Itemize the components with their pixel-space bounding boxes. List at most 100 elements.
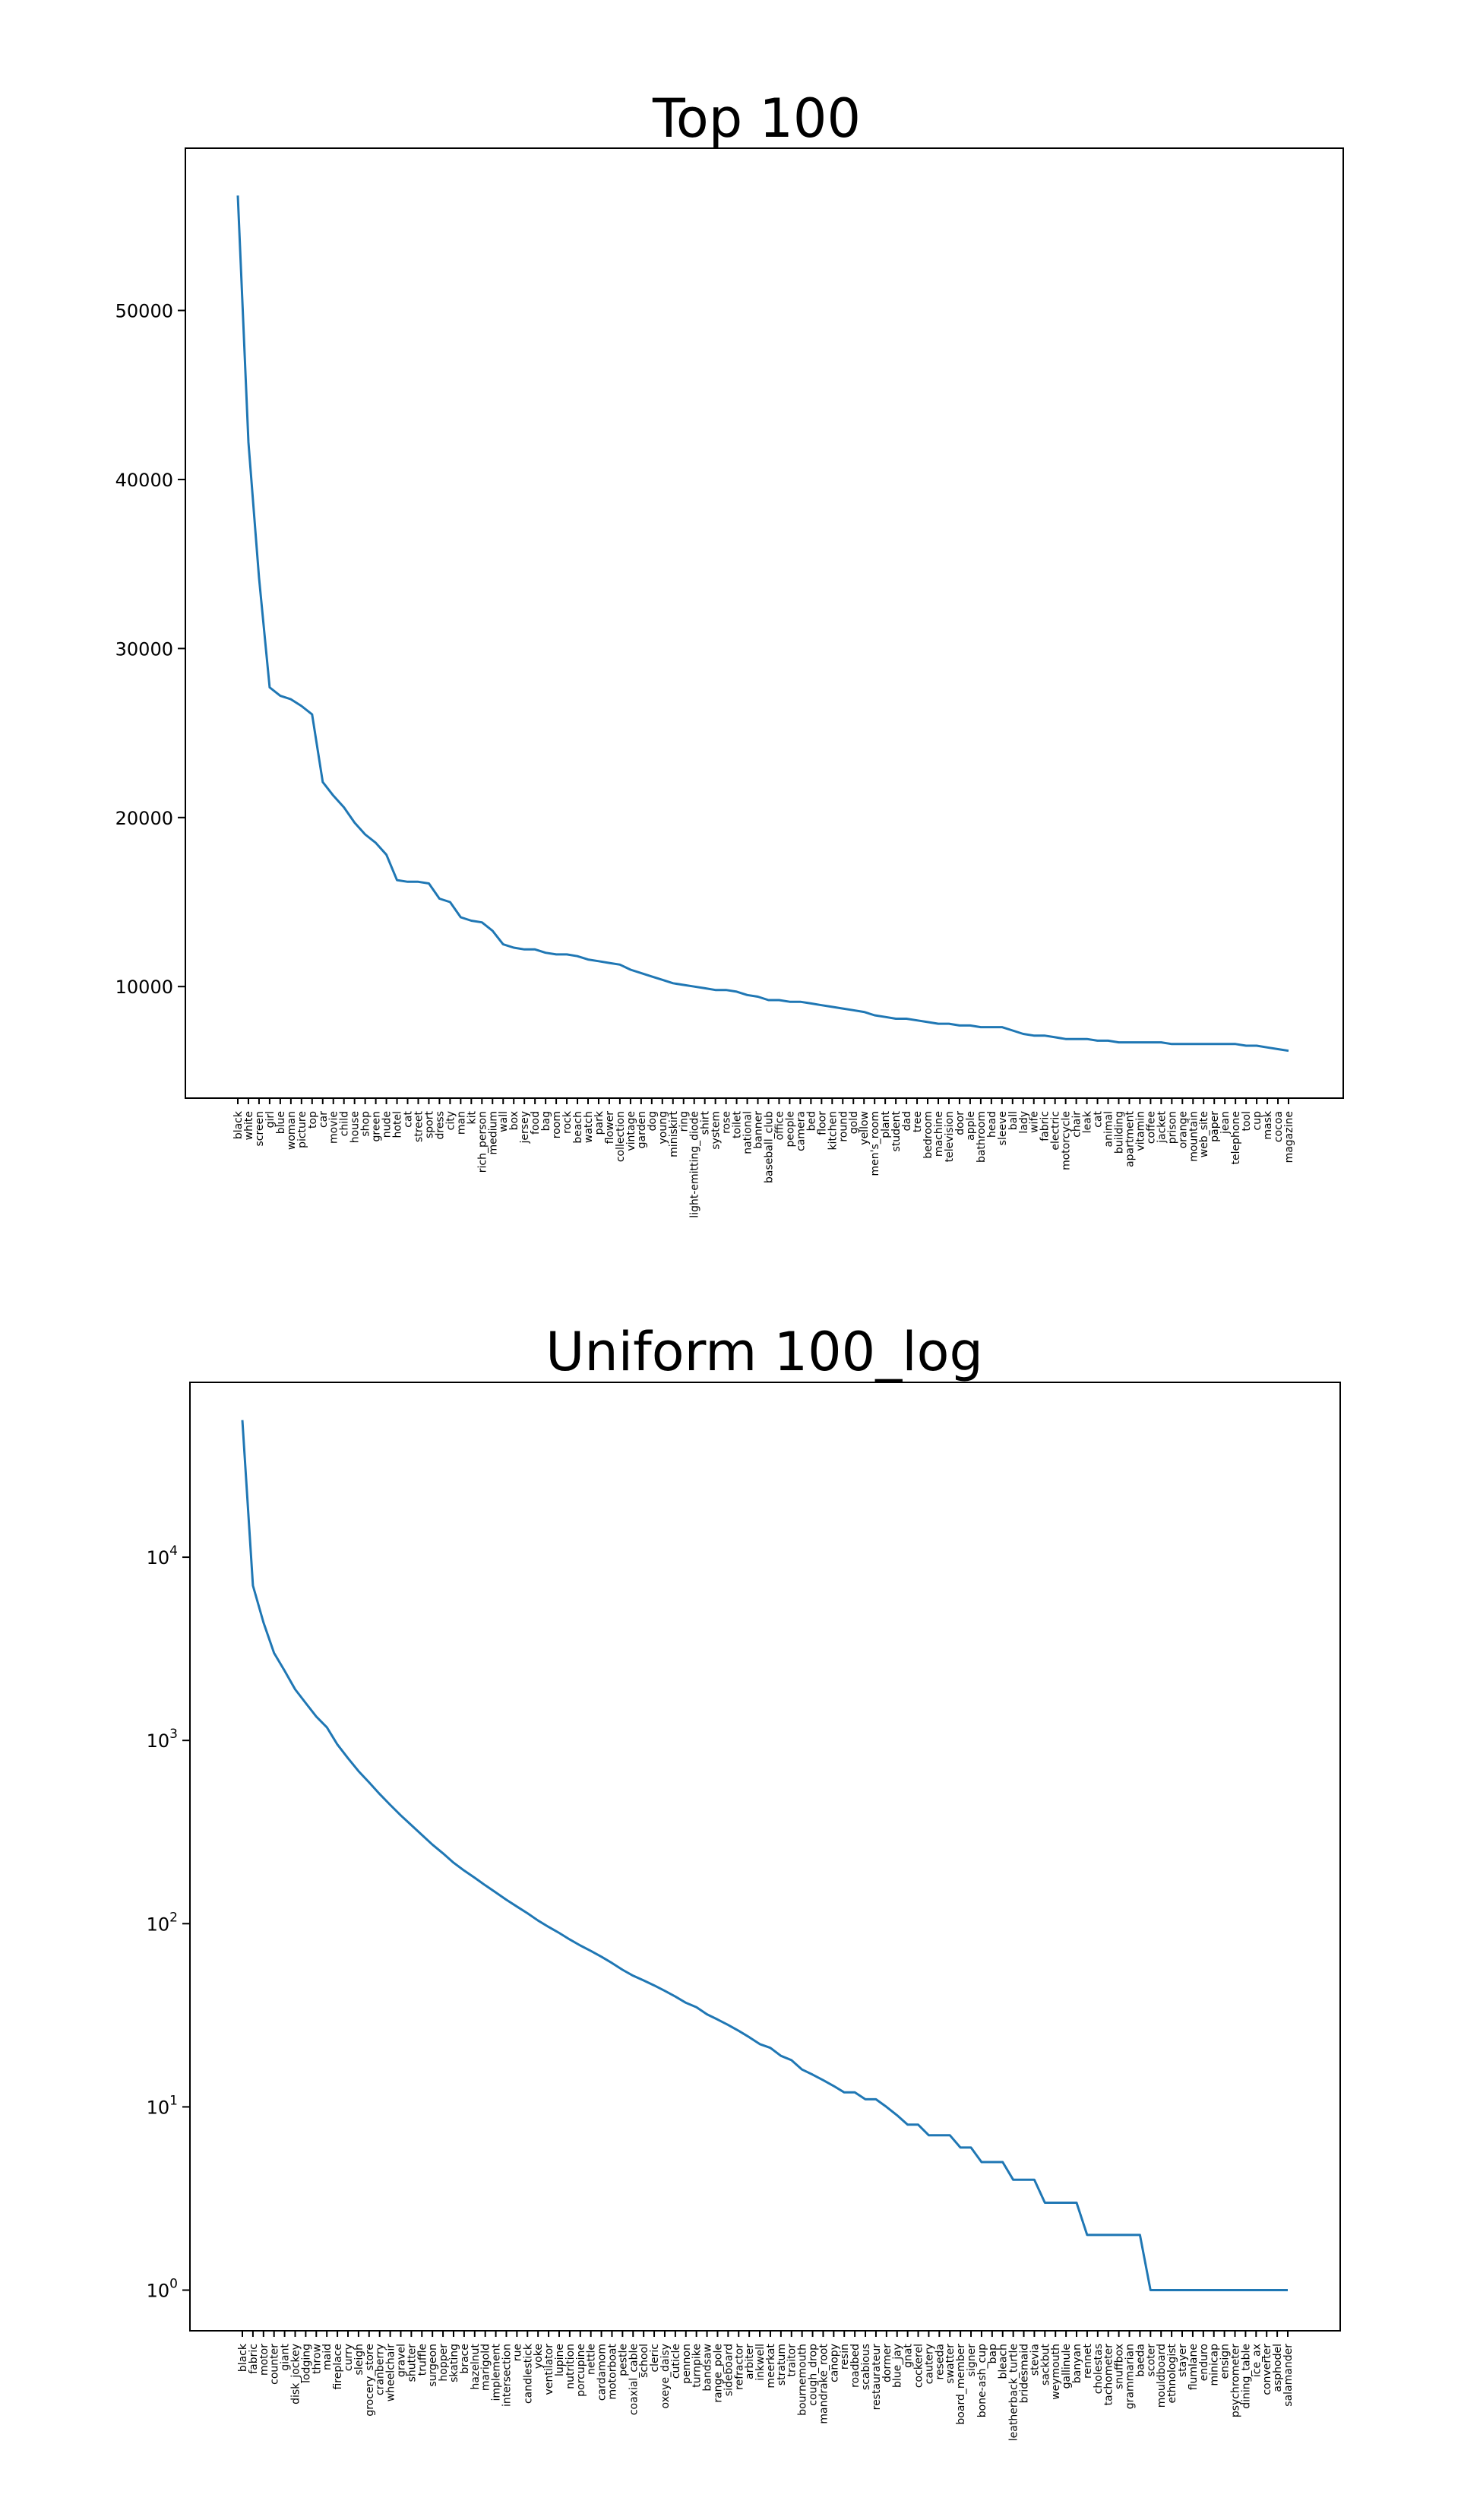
x-tick-label: curry [343, 2344, 355, 2371]
x-tick-label: salamander [1282, 2344, 1295, 2407]
x-tick-label: resin [839, 2344, 851, 2370]
x-tick-label: blue [275, 1111, 287, 1134]
x-tick-label: rich_person [476, 1111, 489, 1173]
y-tick-label: 103 [147, 1727, 178, 1752]
x-tick-label: animal [1103, 1111, 1115, 1147]
x-tick-label: plant [880, 1110, 892, 1138]
y-tick-label: 101 [147, 2093, 178, 2118]
x-tick-label: mountain [1187, 1111, 1200, 1162]
x-tick-label: medium [487, 1111, 499, 1155]
x-tick-label: bedroom [922, 1111, 934, 1159]
x-tick-label: minicap [1209, 2344, 1221, 2386]
x-tick-label: chair [1071, 1111, 1083, 1138]
x-tick-label: electric [1050, 1111, 1062, 1151]
x-tick-label: brace [459, 2344, 471, 2374]
series-line [236, 195, 1289, 1053]
x-tick-label: street [413, 1110, 425, 1141]
x-tick-label: machine [933, 1111, 945, 1157]
x-tick-label: cranberry [375, 2344, 387, 2395]
x-tick-label: cockerel [913, 2344, 925, 2388]
x-tick-label: baeda [1134, 2344, 1146, 2377]
x-tick-label: ice_ax [1251, 2344, 1263, 2377]
x-tick-label: jersey [519, 1111, 531, 1144]
x-tick-label: fabric [248, 2344, 260, 2374]
x-tick-label: meerkat [765, 2344, 777, 2389]
x-tick-label: motor [258, 2344, 270, 2376]
x-tick-label: cuticle [670, 2344, 682, 2379]
x-tick-label: miniskirt [668, 1110, 680, 1157]
axes-frame [185, 147, 1344, 1099]
x-tick-label: mouldboard [1156, 2344, 1168, 2408]
x-tick-label: movie [328, 1111, 340, 1144]
x-tick-label: gold [848, 1111, 860, 1134]
x-tick-label: girl [264, 1111, 277, 1128]
x-tick-label: traitor [786, 2344, 799, 2377]
x-tick-label: picture [296, 1111, 308, 1148]
x-tick-label: shutter [406, 2344, 418, 2382]
x-tick-label: motorcycle [1061, 1111, 1073, 1170]
x-tick-label: shirt [700, 1111, 712, 1135]
x-tick-label: rock [561, 1110, 574, 1134]
x-tick-label: gravel [395, 2344, 407, 2377]
x-tick-label: cough_drop [808, 2344, 820, 2406]
x-tick-label: tree [912, 1111, 924, 1132]
x-tick-label: bleach [998, 2344, 1010, 2379]
x-tick-label: disk_jockey [289, 2344, 302, 2404]
x-tick-label: bap [987, 2344, 999, 2363]
x-tick-label: ensign [1219, 2344, 1232, 2379]
x-tick-label: ring [678, 1111, 691, 1132]
x-tick-label: national [742, 1111, 754, 1154]
y-tick-label: 40000 [115, 470, 173, 491]
x-tick-label: sport [423, 1110, 435, 1138]
x-tick-label: student [890, 1111, 903, 1152]
x-tick-label: web_site [1198, 1111, 1210, 1157]
x-tick-label: building [1113, 1111, 1125, 1154]
x-tick-label: mask [1262, 1110, 1274, 1140]
x-tick-label: range_pole [712, 2344, 724, 2403]
x-tick-label: hazelnut [470, 2343, 482, 2389]
x-tick-label: top [307, 1111, 319, 1129]
x-tick-label: mandrake_root [817, 2343, 830, 2423]
x-axis-ticks: blackwhitescreengirlbluewomanpicturetopc… [232, 1098, 1295, 1218]
x-tick-label: bridesmaid [1019, 2344, 1031, 2403]
x-tick-label: dog [647, 1111, 659, 1131]
x-tick-label: lodging [300, 2344, 312, 2383]
x-tick-label: rose [721, 1111, 733, 1134]
x-tick-label: counter [269, 2344, 281, 2385]
x-tick-label: cardamom [596, 2344, 609, 2401]
x-tick-label: motorboat [606, 2344, 618, 2400]
x-tick-label: coffee [1145, 1111, 1157, 1144]
x-tick-label: toilet [732, 1110, 744, 1138]
chart-uniform-100-log: Uniform 100_log 100 101 102 103 104 blackfab… [147, 1321, 1341, 2441]
chart-title: Top 100 [652, 87, 861, 150]
x-tick-label: apartment [1124, 1110, 1136, 1167]
x-tick-label: swatter [944, 2344, 957, 2384]
x-tick-label: pennon [681, 2344, 693, 2384]
y-tick-label: 104 [147, 1543, 178, 1569]
x-tick-label: canopy [828, 2344, 840, 2382]
x-tick-label: turnpike [691, 2344, 704, 2388]
x-tick-label: food [530, 1111, 542, 1135]
x-tick-label: sackbut [1039, 2344, 1051, 2385]
x-tick-label: bandsaw [702, 2344, 714, 2392]
x-tick-label: flower [604, 1111, 616, 1144]
x-tick-label: scabious [860, 2344, 872, 2390]
x-tick-label: cat [403, 1110, 415, 1127]
x-tick-label: beach [572, 1111, 584, 1144]
x-tick-label: shop [360, 1111, 372, 1137]
x-tick-label: wheelchair [385, 2344, 397, 2401]
x-tick-label: fabric [1039, 1111, 1051, 1141]
x-tick-label: maid [321, 2344, 334, 2370]
x-tick-label: rennet [1082, 2344, 1094, 2379]
x-tick-label: apple [965, 1111, 977, 1141]
x-tick-label: baseball_club [763, 1111, 775, 1183]
x-tick-label: sleigh [353, 2344, 365, 2375]
x-tick-label: implement [491, 2343, 503, 2401]
x-tick-label: lupine [554, 2344, 566, 2376]
x-tick-label: asphodel [1272, 2344, 1284, 2392]
x-tick-label: head [986, 1111, 998, 1138]
x-tick-label: kitchen [827, 1111, 839, 1151]
x-tick-label: grocery_store [364, 2344, 376, 2417]
x-tick-label: woman [286, 1111, 298, 1150]
x-tick-label: car [318, 1111, 330, 1128]
